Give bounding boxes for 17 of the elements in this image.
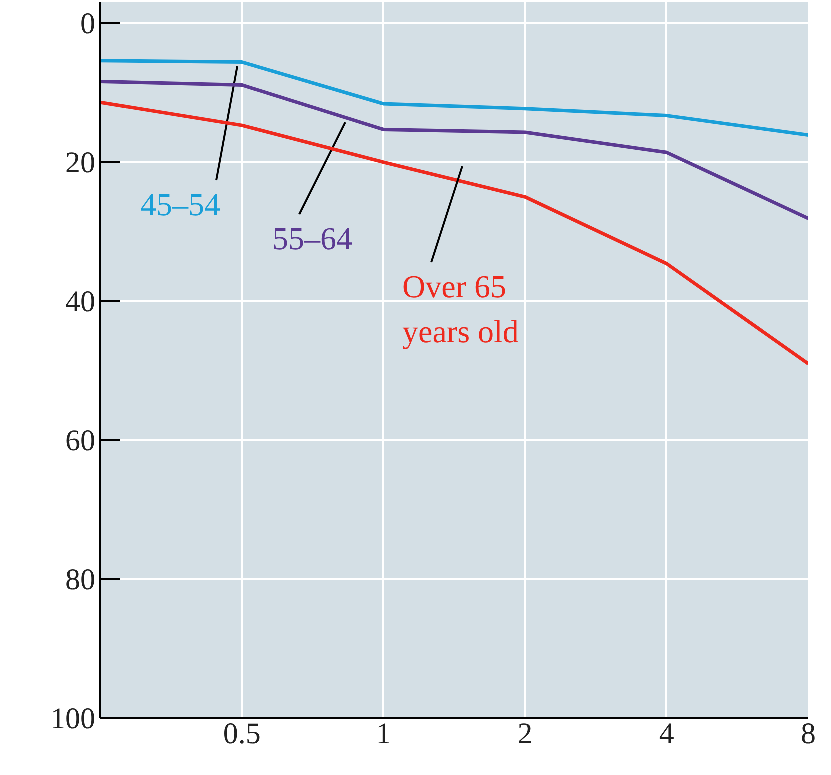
y-tick-label: 80 [66,563,96,596]
y-tick-label: 0 [80,7,96,40]
x-tick-label: 4 [659,718,674,750]
y-tick-label: 100 [50,702,96,736]
line-series [100,59,808,138]
x-tick-label: 0.5 [223,718,261,750]
text: Over 65 years old [402,268,519,350]
text: 45–54 [140,186,220,222]
x-tick-label: 2 [518,718,533,750]
x-tick-label: 1 [376,718,392,750]
text: 55–64 [272,220,352,256]
y-tick-label: 20 [66,146,96,180]
line-series [100,80,808,220]
line-series [100,100,808,366]
y-tick-label: 40 [66,285,96,318]
x-tick-label: 8 [801,718,816,750]
y-tick-label: 60 [66,424,96,458]
